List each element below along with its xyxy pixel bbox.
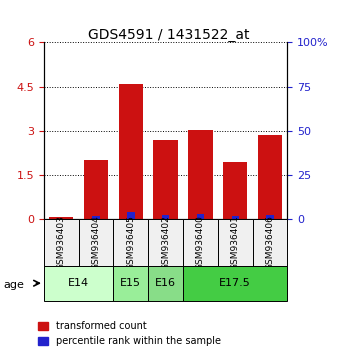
FancyBboxPatch shape bbox=[218, 219, 252, 266]
FancyBboxPatch shape bbox=[148, 219, 183, 266]
FancyBboxPatch shape bbox=[252, 219, 287, 266]
Text: E16: E16 bbox=[155, 278, 176, 288]
Bar bbox=[119, 84, 143, 219]
Bar bbox=[49, 217, 73, 219]
Text: E14: E14 bbox=[68, 278, 89, 288]
Text: E17.5: E17.5 bbox=[219, 278, 251, 288]
FancyBboxPatch shape bbox=[44, 266, 114, 301]
Bar bbox=[127, 212, 135, 219]
Legend: transformed count, percentile rank within the sample: transformed count, percentile rank withi… bbox=[35, 319, 224, 349]
Text: GSM936402: GSM936402 bbox=[161, 215, 170, 270]
Text: GSM936406: GSM936406 bbox=[265, 215, 274, 270]
Text: E15: E15 bbox=[120, 278, 141, 288]
Text: GSM936400: GSM936400 bbox=[196, 215, 205, 270]
Bar bbox=[232, 216, 239, 219]
Text: GSM936403: GSM936403 bbox=[57, 215, 66, 270]
Bar bbox=[266, 215, 273, 219]
FancyBboxPatch shape bbox=[148, 266, 183, 301]
Text: age: age bbox=[3, 280, 24, 290]
Text: GSM936404: GSM936404 bbox=[92, 215, 101, 270]
FancyBboxPatch shape bbox=[183, 219, 218, 266]
Text: GSM936405: GSM936405 bbox=[126, 215, 135, 270]
FancyBboxPatch shape bbox=[114, 266, 148, 301]
FancyBboxPatch shape bbox=[114, 219, 148, 266]
FancyBboxPatch shape bbox=[79, 219, 114, 266]
Bar bbox=[162, 215, 169, 219]
Text: GSM936401: GSM936401 bbox=[231, 215, 240, 270]
Bar bbox=[197, 214, 204, 219]
Bar bbox=[223, 162, 247, 219]
Bar bbox=[92, 216, 100, 219]
FancyBboxPatch shape bbox=[183, 266, 287, 301]
FancyBboxPatch shape bbox=[44, 219, 79, 266]
Text: GDS4591 / 1431522_at: GDS4591 / 1431522_at bbox=[88, 28, 250, 42]
Bar bbox=[153, 140, 178, 219]
Bar bbox=[258, 135, 282, 219]
Bar bbox=[84, 160, 108, 219]
Bar bbox=[188, 130, 213, 219]
